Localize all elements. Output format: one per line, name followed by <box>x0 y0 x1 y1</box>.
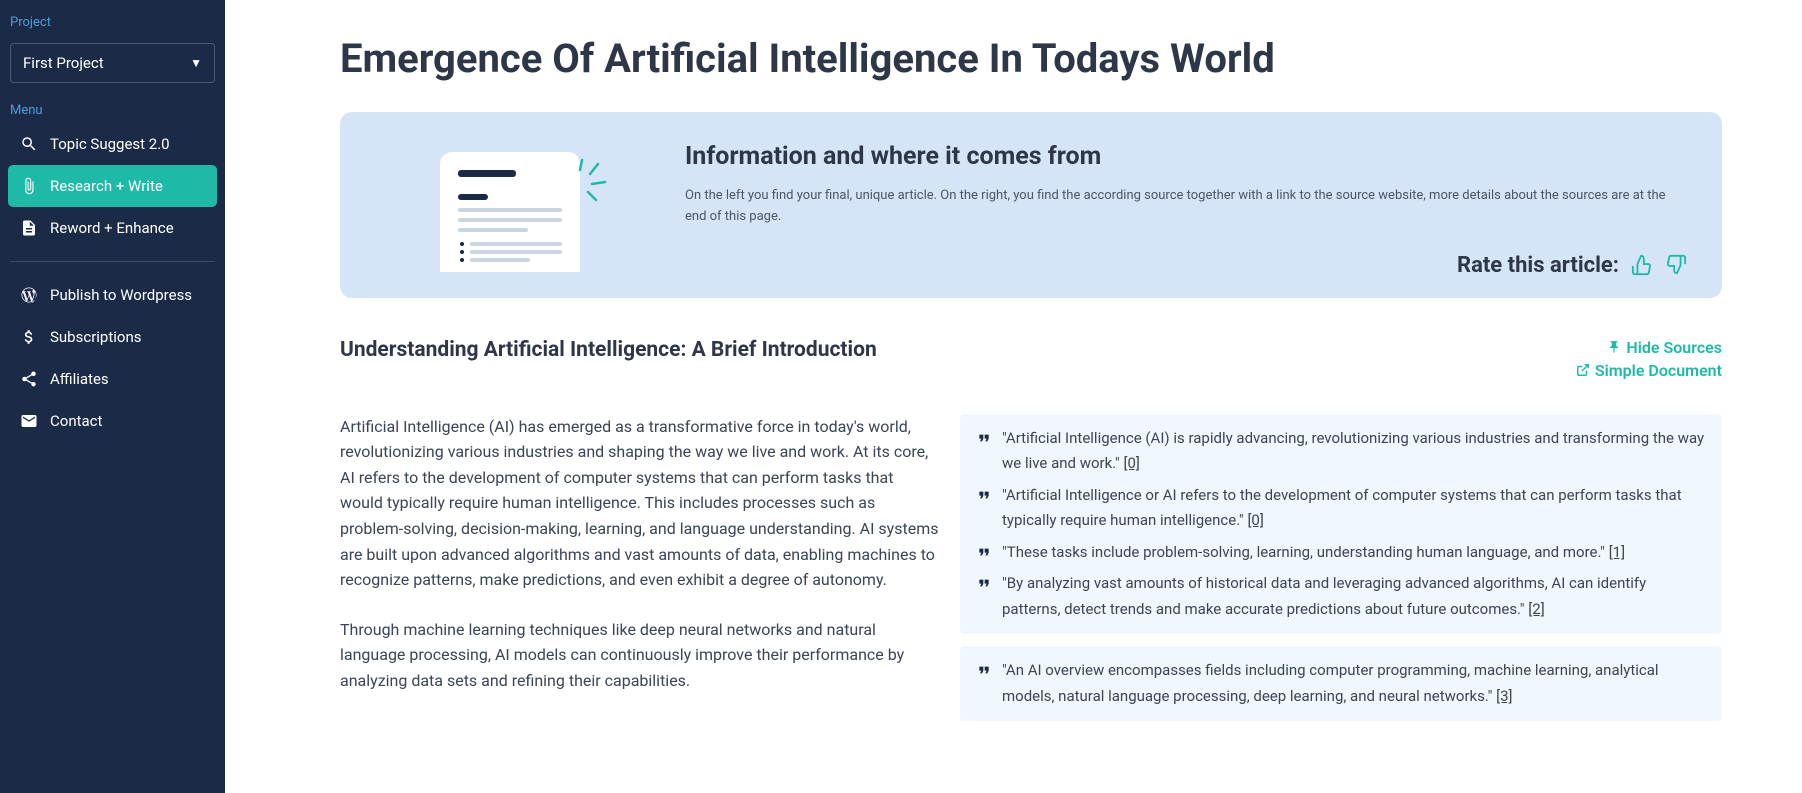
source-citation[interactable]: [0] <box>1247 511 1263 529</box>
source-box: "An AI overview encompasses fields inclu… <box>960 646 1722 721</box>
external-link-icon <box>1576 363 1590 377</box>
action-links: Hide Sources Simple Document <box>1576 338 1722 384</box>
sidebar-item-label: Topic Suggest 2.0 <box>50 135 170 153</box>
sidebar-item-affiliates[interactable]: Affiliates <box>0 358 225 400</box>
info-box: Information and where it comes from On t… <box>340 112 1722 298</box>
simple-document-link[interactable]: Simple Document <box>1576 361 1722 380</box>
project-section-label: Project <box>0 10 225 35</box>
simple-document-label: Simple Document <box>1595 361 1722 380</box>
project-selected-value: First Project <box>23 54 104 72</box>
source-text: "By analyzing vast amounts of historical… <box>1002 571 1706 622</box>
source-text: "An AI overview encompasses fields inclu… <box>1002 658 1706 709</box>
share-icon <box>20 370 38 388</box>
source-text: "Artificial Intelligence or AI refers to… <box>1002 483 1706 534</box>
sidebar-item-label: Research + Write <box>50 177 163 195</box>
sidebar-item-subscriptions[interactable]: Subscriptions <box>0 316 225 358</box>
hide-sources-label: Hide Sources <box>1626 338 1722 357</box>
paperclip-icon <box>20 177 38 195</box>
article-paragraph: Through machine learning techniques like… <box>340 617 940 694</box>
menu-section-label: Menu <box>0 98 225 123</box>
section-header-row: Understanding Artificial Intelligence: A… <box>340 338 1722 384</box>
source-line: "By analyzing vast amounts of historical… <box>976 571 1706 622</box>
sidebar-item-reword-enhance[interactable]: Reword + Enhance <box>0 207 225 249</box>
source-citation[interactable]: [3] <box>1496 687 1512 705</box>
content-columns: Artificial Intelligence (AI) has emerged… <box>340 414 1722 722</box>
sidebar-item-label: Subscriptions <box>50 328 141 346</box>
info-title: Information and where it comes from <box>685 142 1687 171</box>
main-content: Emergence Of Artificial Intelligence In … <box>225 0 1802 793</box>
source-citation[interactable]: [2] <box>1528 600 1544 618</box>
sidebar-item-label: Affiliates <box>50 370 109 388</box>
page-title: Emergence Of Artificial Intelligence In … <box>340 35 1722 82</box>
source-line: "An AI overview encompasses fields inclu… <box>976 658 1706 709</box>
source-citation[interactable]: [1] <box>1609 543 1625 561</box>
info-text: Information and where it comes from On t… <box>685 142 1687 278</box>
sidebar-item-topic-suggest[interactable]: Topic Suggest 2.0 <box>0 123 225 165</box>
sidebar-item-publish-wordpress[interactable]: Publish to Wordpress <box>0 274 225 316</box>
sidebar-item-label: Contact <box>50 412 102 430</box>
document-illustration <box>375 142 655 272</box>
dollar-icon <box>20 328 38 346</box>
rate-row: Rate this article: <box>685 253 1687 278</box>
sidebar-item-label: Reword + Enhance <box>50 219 174 237</box>
sidebar-item-label: Publish to Wordpress <box>50 286 192 304</box>
search-icon <box>20 135 38 153</box>
section-title: Understanding Artificial Intelligence: A… <box>340 338 877 362</box>
source-line: "Artificial Intelligence or AI refers to… <box>976 483 1706 534</box>
chevron-down-icon: ▼ <box>190 56 202 70</box>
divider <box>10 261 215 262</box>
source-line: "These tasks include problem-solving, le… <box>976 540 1706 566</box>
hide-sources-link[interactable]: Hide Sources <box>1576 338 1722 357</box>
sidebar-item-contact[interactable]: Contact <box>0 400 225 442</box>
pin-icon <box>1607 340 1621 354</box>
mail-icon <box>20 412 38 430</box>
document-icon <box>20 219 38 237</box>
sidebar: Project First Project ▼ Menu Topic Sugge… <box>0 0 225 793</box>
rate-label: Rate this article: <box>1457 253 1619 278</box>
source-citation[interactable]: [0] <box>1123 454 1139 472</box>
sidebar-item-research-write[interactable]: Research + Write <box>8 165 217 207</box>
project-select[interactable]: First Project ▼ <box>10 43 215 83</box>
info-description: On the left you find your final, unique … <box>685 186 1687 228</box>
source-box: "Artificial Intelligence (AI) is rapidly… <box>960 414 1722 635</box>
source-text: "These tasks include problem-solving, le… <box>1002 540 1625 566</box>
thumbs-up-icon[interactable] <box>1631 254 1653 276</box>
wordpress-icon <box>20 286 38 304</box>
thumbs-down-icon[interactable] <box>1665 254 1687 276</box>
source-text: "Artificial Intelligence (AI) is rapidly… <box>1002 426 1706 477</box>
source-line: "Artificial Intelligence (AI) is rapidly… <box>976 426 1706 477</box>
article-paragraph: Artificial Intelligence (AI) has emerged… <box>340 414 940 593</box>
article-column: Artificial Intelligence (AI) has emerged… <box>340 414 940 722</box>
sources-column: "Artificial Intelligence (AI) is rapidly… <box>960 414 1722 722</box>
